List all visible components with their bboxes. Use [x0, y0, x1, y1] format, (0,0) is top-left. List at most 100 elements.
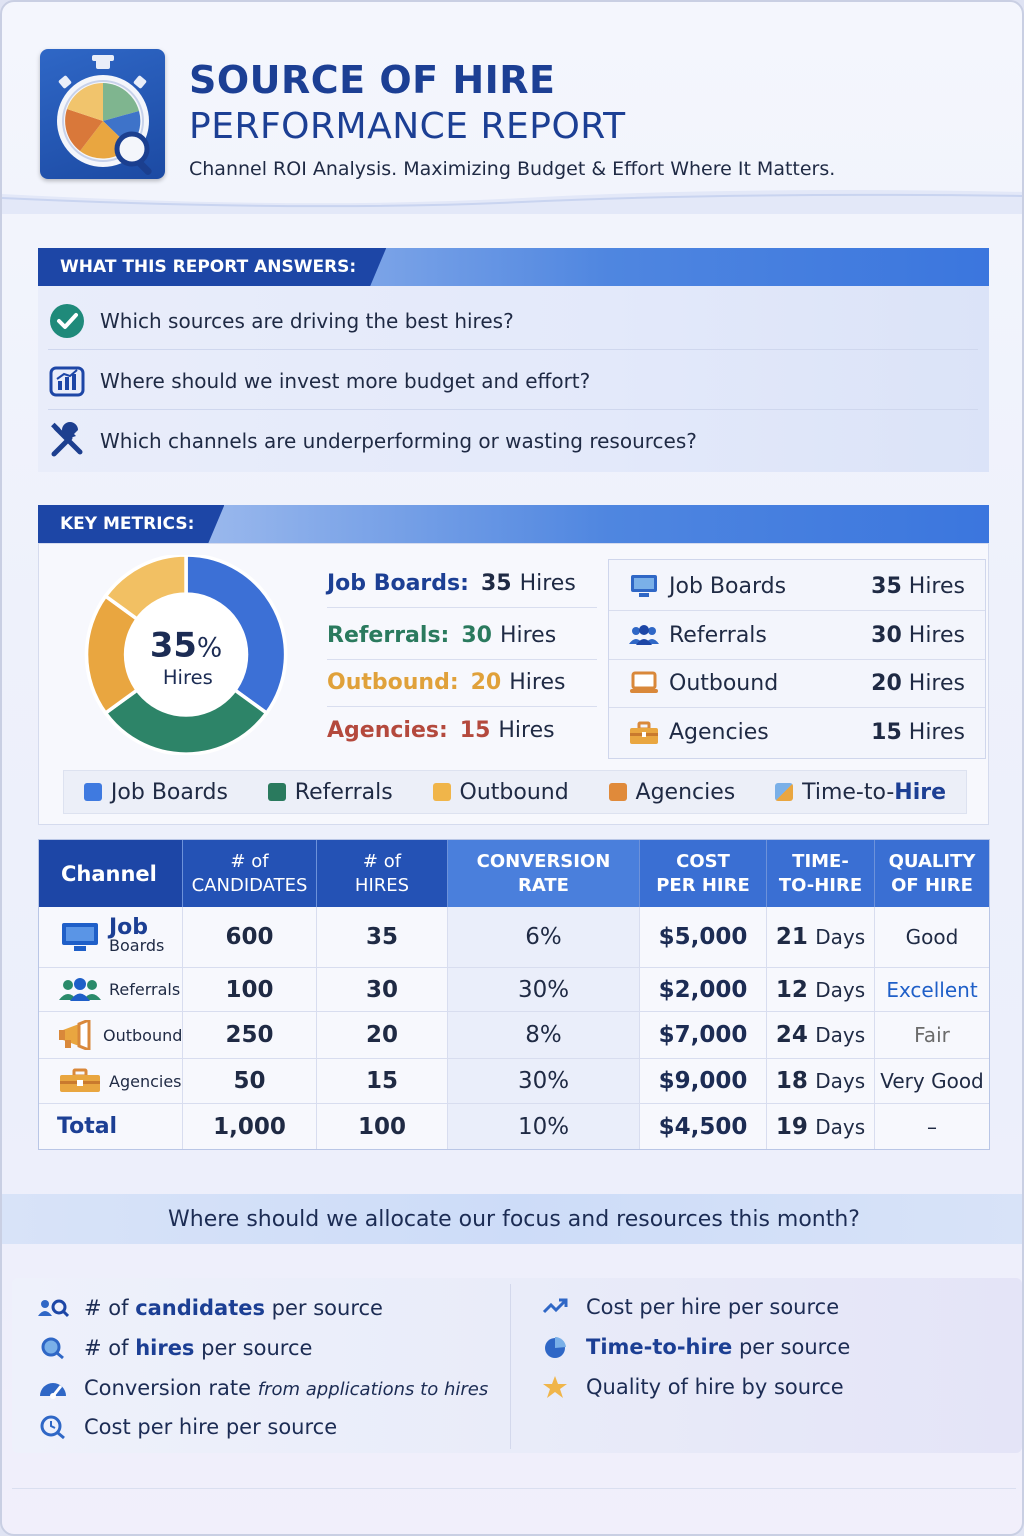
gauge-icon	[36, 1376, 70, 1400]
metric-unit: Hires	[509, 670, 566, 695]
channel-name: Outbound	[103, 1025, 183, 1045]
metrics-header-bar: KEY METRICS:	[38, 505, 989, 543]
megaphone-icon	[57, 1020, 97, 1050]
metrics-legend: Job Boards Referrals Outbound Agencies T…	[63, 770, 967, 814]
question-text: Which sources are driving the best hires…	[100, 308, 514, 333]
metric-line-agencies: Agencies: 15 Hires	[327, 706, 597, 754]
summary-value: 35 Hires	[871, 573, 965, 599]
cell-hires: 15	[317, 1059, 448, 1103]
summary-name: Agencies	[669, 720, 769, 745]
col-header: CONVERSION RATE	[448, 840, 640, 907]
legend-item: Job Boards	[83, 780, 228, 805]
metric-unit: Hires	[519, 571, 576, 596]
report-subtitle: Channel ROI Analysis. Maximizing Budget …	[189, 158, 836, 180]
cell-cost-per-hire: $5,000	[640, 907, 767, 967]
col-header: Channel	[39, 840, 183, 907]
metric-line-job-boards: Job Boards: 35 Hires	[327, 560, 597, 608]
metric-value: 35	[480, 571, 512, 596]
people-icon	[627, 624, 661, 646]
summary-row: Referrals 30 Hires	[609, 611, 985, 660]
focus-question: Where should we allocate our focus and r…	[2, 1194, 1022, 1244]
magnifier-icon	[36, 1336, 70, 1360]
summary-value: 30 Hires	[871, 622, 965, 648]
cell-candidates: 600	[183, 907, 317, 967]
report-title: SOURCE OF HIRE	[189, 58, 556, 102]
metric-name: Job Boards:	[327, 571, 469, 596]
cell-channel: Referrals	[39, 968, 183, 1011]
cell-cost-per-hire: $7,000	[640, 1012, 767, 1058]
table-total-row: Total 1,000 100 10% $4,500 19 Days –	[39, 1104, 989, 1149]
channel-name: Agencies	[109, 1071, 182, 1091]
questions-header-bar: WHAT THIS REPORT ANSWERS:	[38, 248, 989, 286]
summary-name: Outbound	[669, 670, 779, 696]
focus-item: Time-to-hire per source	[538, 1329, 850, 1365]
cell-cost-per-hire: $4,500	[640, 1104, 767, 1149]
question-text: Which channels are underperforming or wa…	[100, 429, 697, 453]
footer-divider	[12, 1488, 1016, 1489]
tools-icon	[48, 422, 86, 460]
metric-line-referrals: Referrals: 30 Hires	[327, 612, 597, 660]
cell-hires: 35	[317, 907, 448, 967]
star-icon	[538, 1375, 572, 1399]
metric-name: Outbound:	[327, 670, 459, 695]
stopwatch-chart-icon	[40, 49, 165, 179]
question-item: Which channels are underperforming or wa…	[48, 412, 978, 470]
clock-search-icon	[36, 1414, 70, 1440]
cell-cost-per-hire: $9,000	[640, 1059, 767, 1103]
metric-line-outbound: Outbound: 20 Hires	[327, 659, 597, 707]
focus-item: Cost per hire per source	[538, 1289, 839, 1325]
cell-conversion-rate: 30%	[448, 1059, 640, 1103]
metric-value: 15	[459, 717, 491, 743]
table-row: Outbound 250 20 8% $7,000 24 Days Fair	[39, 1012, 989, 1059]
people-search-icon	[36, 1296, 70, 1320]
cell-time-to-hire: 12 Days	[767, 968, 875, 1011]
focus-item: # of hires per source	[36, 1330, 312, 1366]
col-header: QUALITY OF HIRE	[875, 840, 989, 907]
col-header: COST PER HIRE	[640, 840, 767, 907]
cell-hires: 100	[317, 1104, 448, 1149]
cell-hires: 30	[317, 968, 448, 1011]
hires-donut-chart: 35% Hires	[84, 555, 288, 755]
cell-quality-of-hire: Good	[905, 925, 959, 949]
cell-quality-of-hire: Excellent	[886, 977, 978, 1002]
question-text: Where should we invest more budget and e…	[100, 368, 591, 393]
col-header: # of CANDIDATES	[183, 840, 317, 907]
cell-quality-of-hire: Very Good	[880, 1069, 984, 1093]
metric-name: Referrals:	[327, 623, 450, 648]
cell-cost-per-hire: $2,000	[640, 968, 767, 1011]
cell-time-to-hire: 19 Days	[767, 1104, 875, 1149]
report-title-sub: PERFORMANCE REPORT	[189, 106, 626, 147]
briefcase-icon	[57, 1068, 103, 1094]
cell-candidates: 100	[183, 968, 317, 1011]
legend-item: Time-to- Hire	[775, 780, 946, 805]
monitor-icon	[57, 921, 103, 953]
focus-item: # of candidates per source	[36, 1290, 383, 1326]
checkmark-icon	[48, 302, 86, 340]
cell-channel: Agencies	[39, 1059, 183, 1103]
summary-row: Job Boards 35 Hires	[609, 562, 985, 611]
cell-conversion-rate: 30%	[448, 968, 640, 1011]
col-header: # of HIRES	[317, 840, 448, 907]
briefcase-icon	[627, 721, 661, 745]
summary-name: Job Boards	[669, 573, 787, 599]
question-item: Which sources are driving the best hires…	[48, 292, 978, 350]
summary-value: 20 Hires	[871, 670, 965, 696]
people-icon	[57, 977, 103, 1002]
cell-candidates: 50	[183, 1059, 317, 1103]
legend-item: Outbound	[432, 780, 569, 805]
metric-unit: Hires	[498, 717, 555, 743]
channel-name: Job Boards	[109, 915, 165, 955]
focus-divider	[510, 1284, 511, 1449]
cell-conversion-rate: 8%	[448, 1012, 640, 1058]
donut-center-label: Hires	[163, 666, 213, 689]
metrics-header-label: KEY METRICS:	[38, 505, 224, 543]
metric-value: 30	[461, 623, 492, 648]
donut-center-value: 35%	[150, 625, 222, 664]
summary-row: Agencies 15 Hires	[609, 708, 985, 757]
focus-panel	[12, 1278, 1022, 1453]
channel-name: Referrals	[109, 980, 181, 999]
cell-channel: Outbound	[39, 1012, 183, 1058]
channel-performance-table: Channel # of CANDIDATES # of HIRES CONVERS…	[38, 839, 990, 1150]
cell-time-to-hire: 21 Days	[767, 907, 875, 967]
